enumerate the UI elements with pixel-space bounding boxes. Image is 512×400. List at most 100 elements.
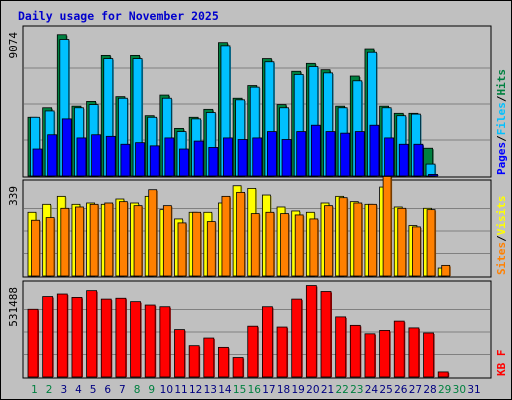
bar-kb-f-day-15 <box>232 357 245 378</box>
bar-fill <box>104 202 114 277</box>
bar-sites-day-10 <box>162 205 173 277</box>
bar-fill <box>232 357 244 378</box>
bar-pages-day-1 <box>32 148 43 177</box>
day-label-23: 23 <box>350 384 363 396</box>
day-label-25: 25 <box>379 384 392 396</box>
bar-kb-f-day-3 <box>56 293 69 378</box>
bar-sites-day-9 <box>148 189 158 277</box>
bar-kb-f-day-18 <box>276 326 289 378</box>
panel-hits-files-pages: 9074 Pages/Files/Hits <box>7 25 508 178</box>
bar-sites-day-22 <box>338 197 349 277</box>
bar-sites-day-29 <box>441 264 451 277</box>
bar-kb-f-day-14 <box>218 346 230 378</box>
day-label-8: 8 <box>134 384 141 396</box>
day-label-29: 29 <box>438 384 451 396</box>
day-label-9: 9 <box>148 384 155 396</box>
bar-fill <box>441 264 451 277</box>
bar-sites-day-19 <box>294 214 305 277</box>
legend-sites: Sites <box>495 242 508 275</box>
bar-fill <box>60 207 70 277</box>
bar-fill <box>398 143 409 177</box>
panel-max-label: 9074 <box>7 32 20 59</box>
bar-fill <box>247 325 259 378</box>
bar-fill <box>47 134 58 177</box>
bar-fill <box>236 191 246 277</box>
bar-fill <box>349 324 361 378</box>
bar-kb-f-day-19 <box>291 298 303 378</box>
bar-fill <box>164 137 175 177</box>
bar-fill <box>31 219 40 277</box>
bar-kb-f-day-24 <box>364 333 376 378</box>
bar-fill <box>135 142 145 177</box>
day-label-15: 15 <box>233 384 246 396</box>
bar-sites-day-23 <box>353 202 363 277</box>
panel-visits-sites: 339 Sites/Visits <box>7 176 508 278</box>
bar-kb-f-day-10 <box>159 306 171 378</box>
bar-sites-day-14 <box>221 195 231 277</box>
bar-fill <box>193 140 204 177</box>
bar-kb-f-day-17 <box>261 306 274 378</box>
bar-fill <box>75 206 84 277</box>
day-label-30: 30 <box>453 384 466 396</box>
bar-fill <box>105 135 116 177</box>
bar-fill <box>61 118 72 177</box>
bar-pages-day-13 <box>208 147 219 177</box>
bar-sites-day-3 <box>60 207 70 277</box>
bar-pages-day-25 <box>384 137 395 177</box>
bar-sites-day-28 <box>426 209 437 277</box>
bar-fill <box>174 329 185 378</box>
bar-fill <box>223 137 233 177</box>
day-label-22: 22 <box>335 384 348 396</box>
bar-fill <box>276 326 288 378</box>
bar-fill <box>393 320 405 378</box>
legend-hits: Hits <box>495 69 508 96</box>
bar-fill <box>353 202 363 277</box>
day-label-16: 16 <box>248 384 262 396</box>
bar-kb-f-day-25 <box>379 330 391 378</box>
bar-pages-day-19 <box>296 131 307 177</box>
day-label-1: 1 <box>31 384 38 396</box>
bar-fill <box>115 297 127 378</box>
day-label-14: 14 <box>218 384 232 396</box>
bar-fill <box>335 316 347 378</box>
bar-sites-day-11 <box>177 222 187 277</box>
bar-pages-day-27 <box>413 143 424 177</box>
bar-fill <box>119 201 128 277</box>
bar-fill <box>294 214 304 277</box>
bar-fill <box>149 145 160 177</box>
bar-fill <box>206 221 216 277</box>
bar-sites-day-12 <box>192 211 202 277</box>
day-label-10: 10 <box>160 384 173 396</box>
bar-sites-day-27 <box>411 226 422 277</box>
bar-fill <box>208 147 219 177</box>
bar-fill <box>203 337 215 378</box>
bar-fill <box>148 189 158 277</box>
bar-fill <box>86 290 97 378</box>
bar-kb-f-day-12 <box>188 345 201 378</box>
day-label-20: 20 <box>306 384 319 396</box>
bar-fill <box>177 222 187 277</box>
bar-kb-f-day-4 <box>71 297 83 378</box>
legend-separator: / <box>495 95 508 102</box>
bar-fill <box>261 306 273 378</box>
bar-kb-f-day-2 <box>42 296 54 378</box>
bar-fill <box>413 143 424 177</box>
bar-fill <box>120 143 131 177</box>
panel-max-label: 339 <box>7 186 20 206</box>
bar-fill <box>42 296 54 378</box>
bar-pages-day-4 <box>76 137 87 177</box>
bar-sites-day-2 <box>45 217 56 277</box>
bar-pages-day-24 <box>369 124 380 177</box>
legend-separator: / <box>495 135 508 142</box>
bar-pages-day-6 <box>105 135 117 177</box>
bar-sites-day-5 <box>89 203 100 277</box>
bar-fill <box>71 297 83 378</box>
bar-fill <box>162 205 172 277</box>
bar-sites-day-15 <box>236 191 246 277</box>
bar-sites-day-25 <box>382 176 393 277</box>
day-label-17: 17 <box>262 384 275 396</box>
day-label-28: 28 <box>423 384 436 396</box>
legend-files: Files <box>495 102 508 135</box>
panel-legend: Pages/Files/Hits <box>495 69 508 175</box>
